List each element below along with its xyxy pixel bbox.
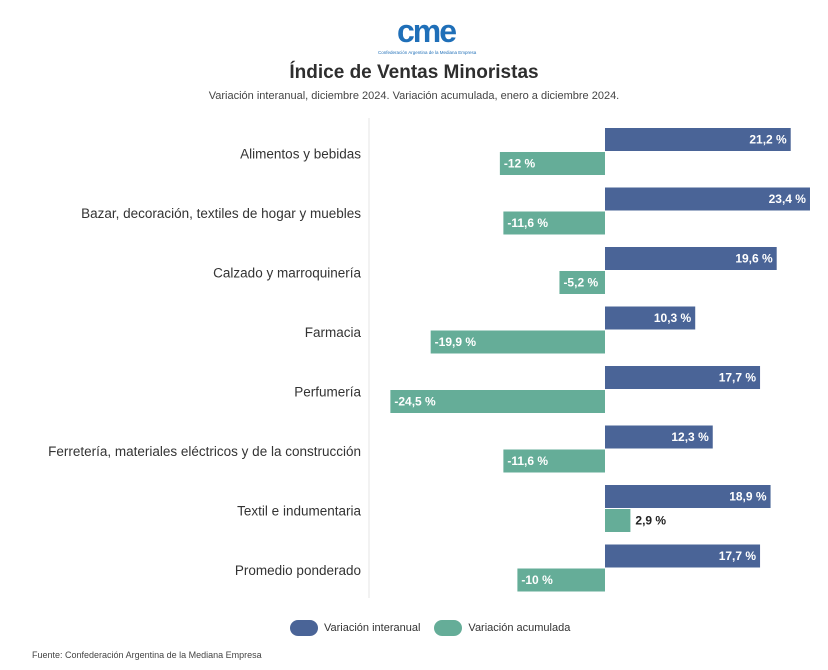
legend-swatch-interanual bbox=[290, 620, 318, 636]
data-label: 18,9 % bbox=[729, 490, 767, 504]
data-label: 17,7 % bbox=[719, 549, 757, 563]
bar-chart: Alimentos y bebidas 21,2 % -12 % Bazar, dec… bbox=[48, 118, 810, 598]
data-label: -19,9 % bbox=[435, 335, 477, 349]
data-label: 17,7 % bbox=[719, 371, 757, 385]
data-label: -11,6 % bbox=[507, 454, 548, 468]
bar-acumulada bbox=[605, 509, 631, 532]
chart-subtitle: Variación interanual, diciembre 2024. Va… bbox=[208, 90, 620, 102]
chart-title: Índice de Ventas Minoristas bbox=[289, 62, 539, 83]
data-label: -5,2 % bbox=[563, 276, 598, 290]
source-note: Fuente: Confederación Argentina de la Me… bbox=[32, 650, 262, 660]
data-label: 19,6 % bbox=[735, 252, 773, 266]
bar-interanual bbox=[605, 544, 761, 568]
bar-acumulada bbox=[517, 568, 605, 592]
data-label: 21,2 % bbox=[749, 133, 787, 147]
category-label: Calzado y marroquinería bbox=[213, 266, 361, 281]
category-label: Farmacia bbox=[305, 325, 362, 340]
logo-tagline: Confederación Argentina de la Mediana Em… bbox=[378, 50, 477, 55]
bar-acumulada bbox=[430, 330, 605, 354]
bar-acumulada bbox=[503, 449, 605, 473]
bar-interanual bbox=[605, 366, 761, 389]
category-label: Promedio ponderado bbox=[235, 563, 361, 578]
bar-acumulada bbox=[499, 152, 605, 175]
logo-wordmark: cme bbox=[396, 13, 457, 49]
category-label: Perfumería bbox=[294, 385, 361, 400]
bar-interanual bbox=[605, 306, 696, 330]
data-label: -12 % bbox=[504, 157, 536, 171]
data-label: 2,9 % bbox=[635, 514, 666, 528]
bar-interanual bbox=[605, 247, 777, 270]
bar-interanual bbox=[605, 187, 810, 211]
category-label: Alimentos y bebidas bbox=[240, 147, 361, 162]
legend-item-interanual[interactable]: Variación interanual bbox=[290, 620, 420, 636]
legend-label-interanual: Variación interanual bbox=[324, 622, 421, 634]
cme-logo: cme Confederación Argentina de la Median… bbox=[378, 10, 477, 60]
legend-swatch-acumulada bbox=[434, 620, 463, 636]
data-label: -10 % bbox=[521, 573, 553, 587]
bar-acumulada bbox=[390, 390, 605, 413]
legend-label-acumulada: Variación acumulada bbox=[468, 622, 571, 634]
legend-item-acumulada[interactable]: Variación acumulada bbox=[434, 620, 570, 636]
data-label: -24,5 % bbox=[394, 395, 436, 409]
category-label: Ferretería, materiales eléctricos y de l… bbox=[48, 444, 361, 459]
data-label: 12,3 % bbox=[671, 430, 709, 444]
data-label: 10,3 % bbox=[654, 311, 692, 325]
data-label: -11,6 % bbox=[507, 216, 548, 230]
bar-interanual bbox=[605, 485, 771, 508]
data-label: 23,4 % bbox=[769, 192, 807, 206]
bar-interanual bbox=[605, 425, 713, 449]
bar-interanual bbox=[605, 128, 791, 151]
category-label: Textil e indumentaria bbox=[237, 504, 361, 519]
legend: Variación interanual Variación acumulada bbox=[290, 618, 584, 638]
bar-acumulada bbox=[503, 211, 605, 235]
category-label: Bazar, decoración, textiles de hogar y m… bbox=[81, 206, 361, 221]
bar-acumulada bbox=[559, 271, 605, 294]
